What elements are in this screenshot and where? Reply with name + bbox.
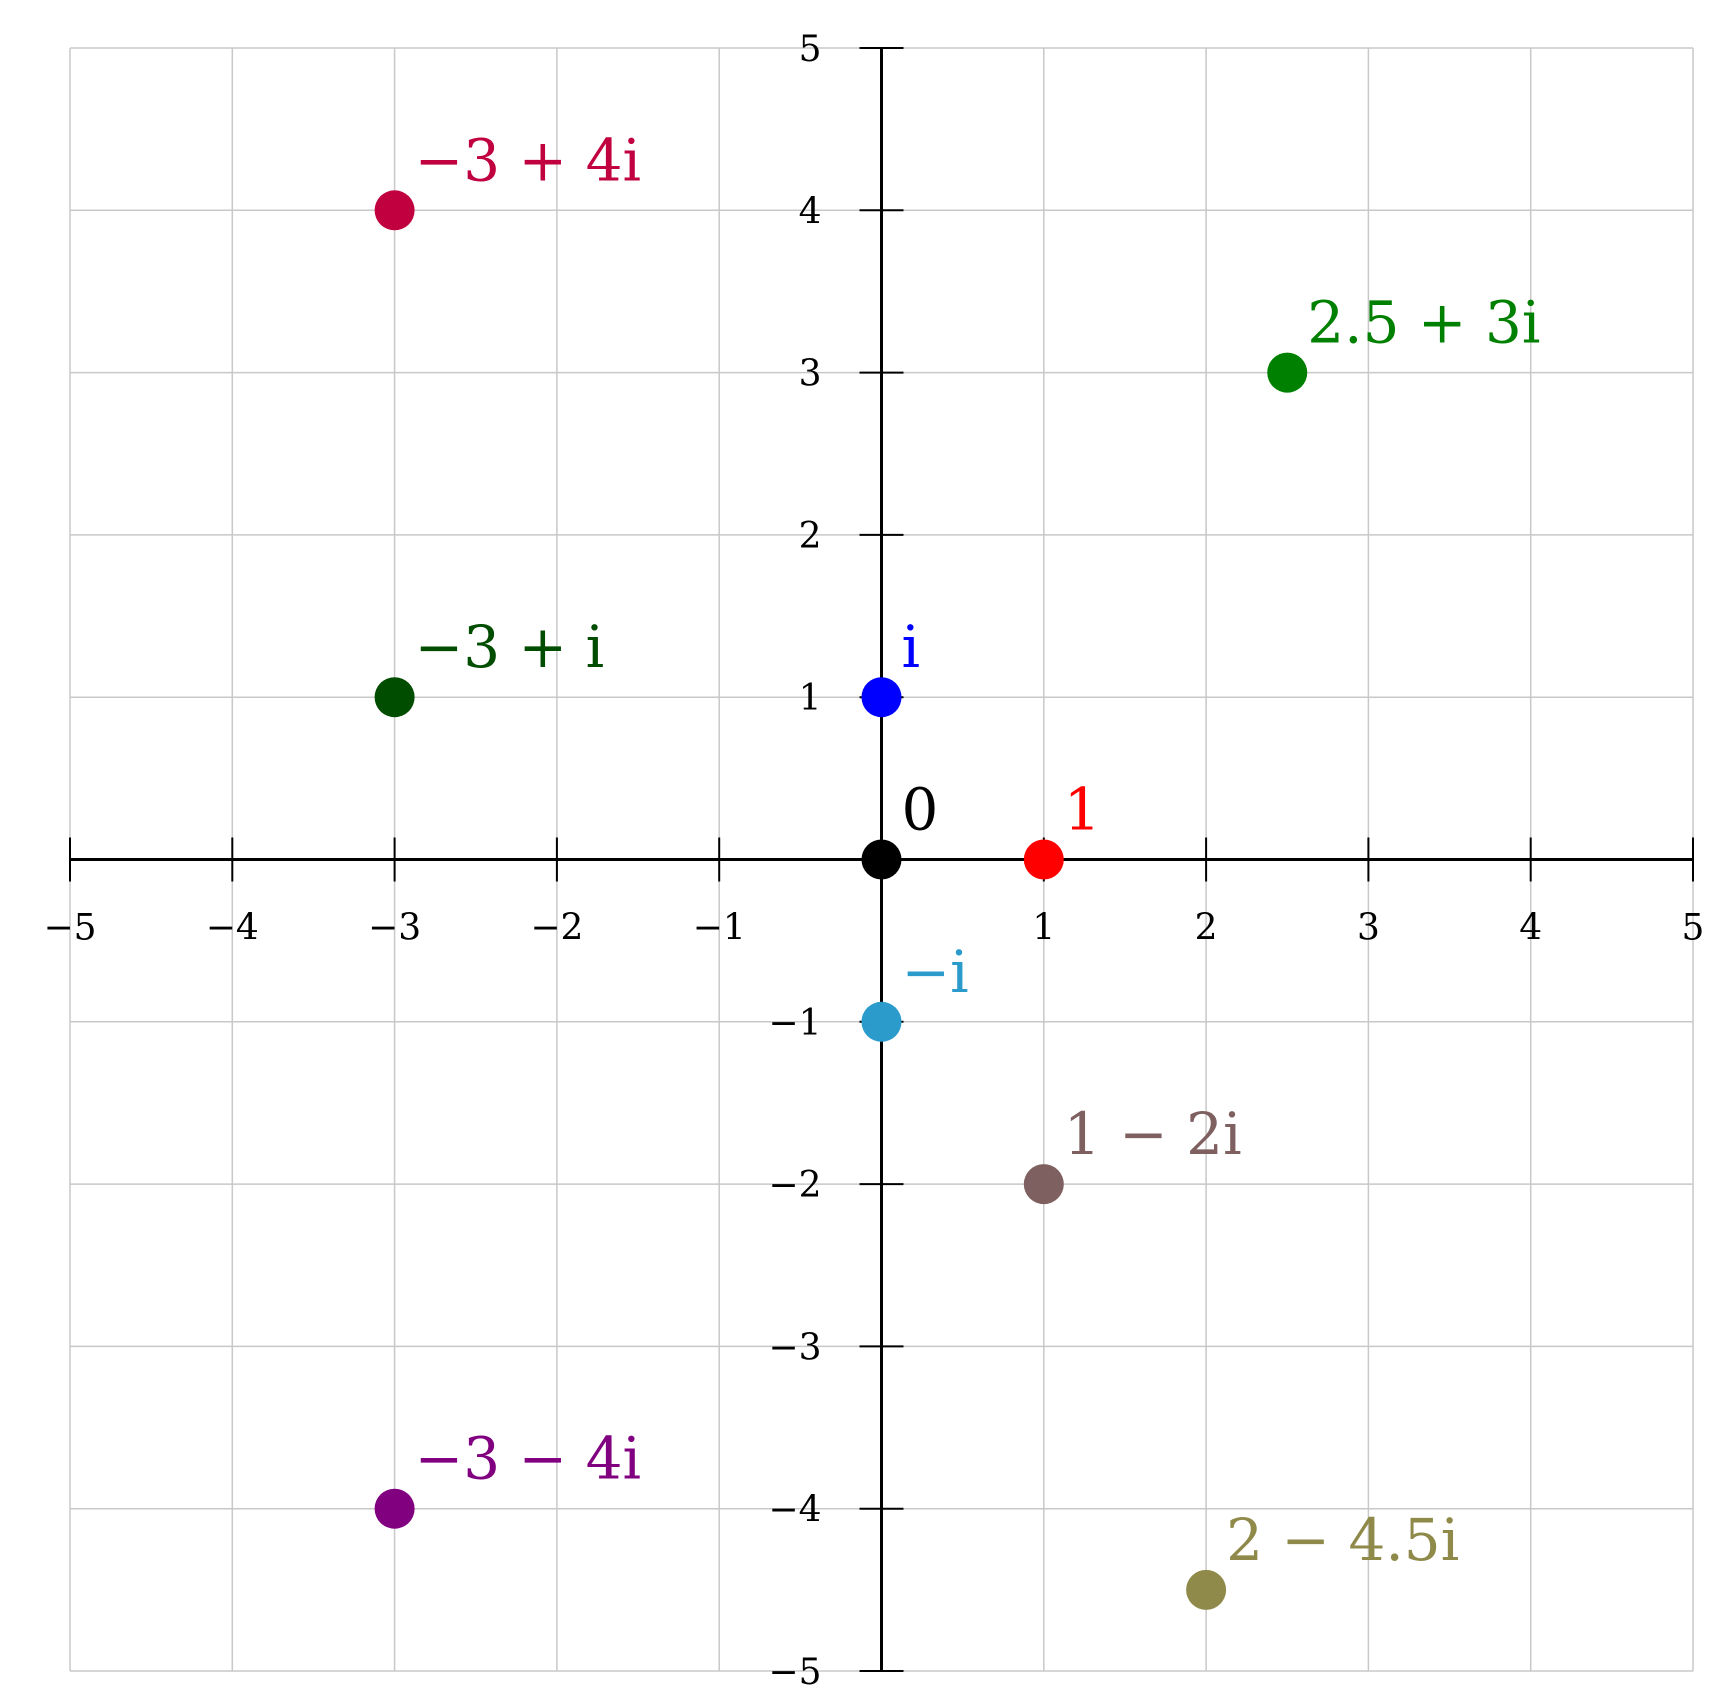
y-tick-label: 1 [799, 678, 822, 719]
point-label: 2.5 + 3i [1307, 289, 1540, 357]
data-point [1023, 1164, 1064, 1205]
point-label: 1 − 2i [1064, 1100, 1242, 1168]
y-tick-label: −3 [768, 1327, 821, 1368]
point-label: −3 + i [415, 613, 605, 681]
x-tick-label: 3 [1357, 908, 1380, 949]
y-tick-label: 3 [799, 354, 822, 395]
data-point [1186, 1569, 1227, 1610]
y-tick-label: 5 [799, 29, 822, 70]
data-point [861, 1001, 902, 1042]
x-tick-label: −3 [368, 908, 421, 949]
point-label: 1 [1064, 776, 1101, 844]
point-label: −3 + 4i [415, 126, 641, 194]
y-tick-label: −4 [768, 1490, 821, 1531]
data-point [374, 190, 415, 231]
y-tick-label: −2 [768, 1165, 821, 1206]
data-point [1267, 352, 1308, 393]
x-tick-label: 4 [1519, 908, 1542, 949]
y-tick-label: −5 [768, 1652, 821, 1693]
point-label: −i [902, 938, 969, 1006]
point-label: 0 [902, 776, 939, 844]
data-point [861, 839, 902, 880]
x-tick-label: 2 [1195, 908, 1218, 949]
data-point [374, 677, 415, 718]
x-tick-label: −5 [43, 908, 96, 949]
x-tick-label: −1 [693, 908, 746, 949]
point-label: 2 − 4.5i [1226, 1506, 1459, 1574]
data-point [861, 677, 902, 718]
data-point [1023, 839, 1064, 880]
point-labels: 0 1 i −i −3 + 4i 2.5 + 3i −3 + i 1 − 2i −3 − 4i 2… [415, 126, 1541, 1574]
data-points [374, 190, 1308, 1610]
x-tick-label: 1 [1032, 908, 1055, 949]
data-point [374, 1488, 415, 1529]
point-label: −3 − 4i [415, 1425, 641, 1493]
y-tick-label: 2 [799, 516, 822, 557]
x-tick-label: −2 [530, 908, 583, 949]
x-tick-label: −4 [206, 908, 259, 949]
y-tick-label: −1 [768, 1003, 821, 1044]
tick-labels: −5 −4 −3 −2 −1 1 2 3 4 5 −5 −4 −3 −2 −1 1 2 3 4 5 [43, 29, 1704, 1693]
point-label: i [902, 613, 921, 681]
x-tick-label: 5 [1682, 908, 1705, 949]
y-tick-label: 4 [799, 191, 822, 232]
